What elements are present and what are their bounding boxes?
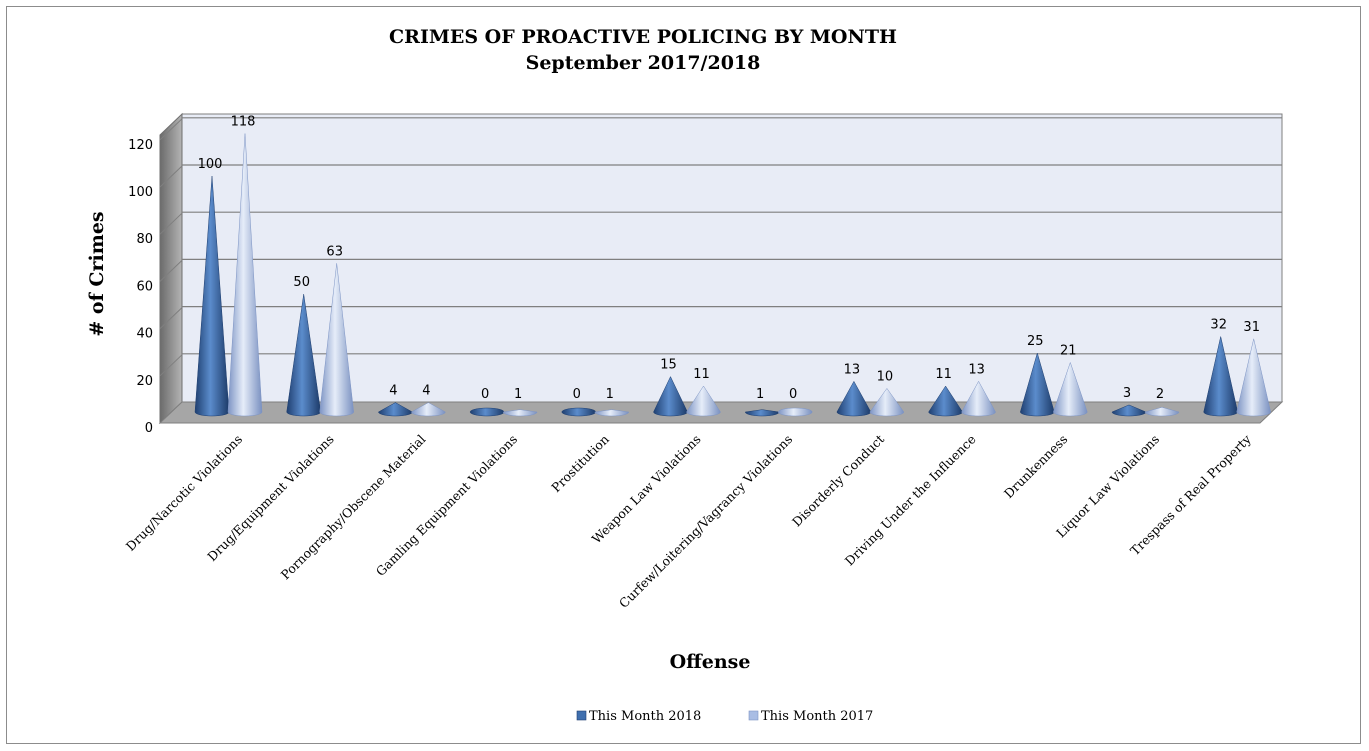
data-label: 1 bbox=[606, 387, 614, 402]
x-category-label: Pornography/Obscene Material bbox=[278, 432, 429, 583]
data-label: 0 bbox=[789, 387, 797, 402]
cone-this-month-2017-10 bbox=[1144, 407, 1180, 417]
cone-this-month-2017-6 bbox=[777, 407, 813, 417]
x-category-label: Curfew/Loitering/Vagrancy Violations bbox=[616, 432, 795, 611]
cone-this-month-2017-11 bbox=[1236, 338, 1271, 417]
data-label: 100 bbox=[198, 157, 223, 172]
cone-this-month-2017-3 bbox=[502, 409, 538, 417]
data-label: 118 bbox=[231, 115, 256, 130]
data-label: 4 bbox=[389, 384, 397, 399]
legend-label-2017: This Month 2017 bbox=[761, 709, 873, 724]
cone-this-month-2017-2 bbox=[411, 402, 446, 417]
y-tick-label: 60 bbox=[136, 279, 153, 294]
data-label: 1 bbox=[756, 387, 764, 402]
data-label: 0 bbox=[481, 387, 489, 402]
gridline-side bbox=[159, 260, 183, 282]
gridline-side bbox=[159, 165, 183, 188]
cone-this-month-2017-0 bbox=[227, 133, 263, 417]
cone-this-month-2018-4 bbox=[561, 407, 597, 417]
data-label: 31 bbox=[1243, 320, 1260, 335]
cone-this-month-2017-7 bbox=[869, 387, 905, 417]
data-label: 11 bbox=[693, 367, 710, 382]
data-label: 13 bbox=[844, 362, 861, 377]
x-category-label: Drunkenness bbox=[1001, 432, 1071, 502]
legend: This Month 2018 This Month 2017 bbox=[576, 709, 873, 724]
gridlines bbox=[159, 117, 1282, 377]
chart-canvas: CRIMES OF PROACTIVE POLICING BY MONTH Se… bbox=[86, 26, 1284, 724]
data-label: 1 bbox=[514, 387, 522, 402]
data-label: 63 bbox=[326, 244, 343, 259]
y-tick-label: 80 bbox=[136, 232, 153, 247]
plot-side-wall bbox=[159, 112, 183, 425]
x-category-label: Liquor Law Violations bbox=[1053, 432, 1162, 541]
y-tick-label: 20 bbox=[136, 374, 153, 389]
cone-this-month-2017-1 bbox=[319, 263, 354, 417]
data-label: 32 bbox=[1210, 317, 1227, 332]
x-axis-title: Offense bbox=[670, 651, 751, 673]
y-tick-label: 120 bbox=[128, 138, 153, 153]
cone-this-month-2017-8 bbox=[961, 380, 996, 417]
y-axis-title: # of Crimes bbox=[86, 211, 108, 336]
data-label: 13 bbox=[968, 362, 985, 377]
legend-swatch-2017 bbox=[748, 710, 759, 721]
plot-floor bbox=[158, 401, 1284, 424]
y-axis-ticks: 0 20 40 60 80 100 120 bbox=[128, 138, 153, 436]
legend-label-2018: This Month 2018 bbox=[589, 709, 701, 724]
data-label: 50 bbox=[293, 275, 310, 290]
data-label: 2 bbox=[1156, 387, 1164, 402]
y-tick-label: 40 bbox=[136, 327, 153, 342]
legend-swatch-2018 bbox=[576, 710, 587, 721]
gridline-side bbox=[159, 212, 183, 235]
data-label: 10 bbox=[877, 369, 894, 384]
cone-this-month-2018-3 bbox=[469, 407, 505, 417]
data-label: 15 bbox=[660, 358, 677, 373]
chart-title: CRIMES OF PROACTIVE POLICING BY MONTH bbox=[389, 26, 897, 48]
chart-subtitle: September 2017/2018 bbox=[526, 52, 761, 74]
y-tick-label: 0 bbox=[145, 421, 153, 436]
chart-frame: CRIMES OF PROACTIVE POLICING BY MONTH Se… bbox=[6, 6, 1361, 744]
data-label: 0 bbox=[573, 387, 581, 402]
cone-this-month-2017-5 bbox=[686, 385, 721, 417]
cone-this-month-2017-4 bbox=[594, 409, 630, 417]
data-label: 25 bbox=[1027, 334, 1044, 349]
gridline-side bbox=[159, 118, 183, 141]
data-label: 21 bbox=[1060, 343, 1077, 358]
y-tick-label: 100 bbox=[128, 185, 153, 200]
chart-marks bbox=[194, 133, 1271, 417]
x-category-label: Disorderly Conduct bbox=[789, 432, 887, 530]
data-label: 3 bbox=[1123, 386, 1131, 401]
data-label: 4 bbox=[422, 384, 430, 399]
data-label: 11 bbox=[935, 367, 952, 382]
gridline-side bbox=[159, 307, 183, 329]
cone-this-month-2017-9 bbox=[1053, 361, 1088, 417]
gridline-side bbox=[159, 354, 183, 377]
x-category-label: Prostitution bbox=[548, 432, 612, 496]
